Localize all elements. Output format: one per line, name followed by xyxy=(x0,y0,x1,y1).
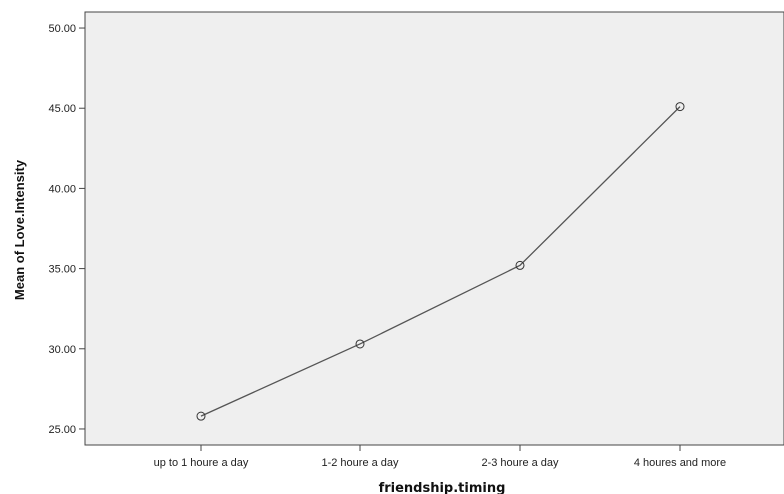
y-axis-title: Mean of Love.Intensity xyxy=(12,159,27,300)
series-line xyxy=(200,106,681,417)
y-tick-label: 25.00 xyxy=(48,424,76,436)
x-tick-label: 2-3 houre a day xyxy=(481,457,559,469)
y-tick-label: 45.00 xyxy=(48,103,76,115)
y-tick-label: 30.00 xyxy=(48,344,76,356)
x-axis-title: friendship.timing xyxy=(379,481,506,494)
x-axis: up to 1 houre a day 1-2 houre a day 2-3 ho… xyxy=(154,445,726,469)
series-group xyxy=(196,102,685,421)
data-point-marker xyxy=(355,339,365,349)
x-tick-label: up to 1 houre a day xyxy=(154,457,249,469)
y-tick-label: 35.00 xyxy=(48,264,76,276)
data-point-marker xyxy=(675,102,685,112)
x-tick-label: 4 houres and more xyxy=(634,457,726,469)
x-tick-label: 1-2 houre a day xyxy=(321,457,399,469)
y-tick-label: 40.00 xyxy=(48,183,76,195)
data-point-marker xyxy=(196,411,206,421)
data-point-marker xyxy=(515,260,525,270)
y-tick-label: 50.00 xyxy=(48,23,76,35)
plot-area xyxy=(84,11,784,446)
y-axis: 25.00 30.00 35.00 40.00 45.00 50.00 xyxy=(48,23,85,436)
